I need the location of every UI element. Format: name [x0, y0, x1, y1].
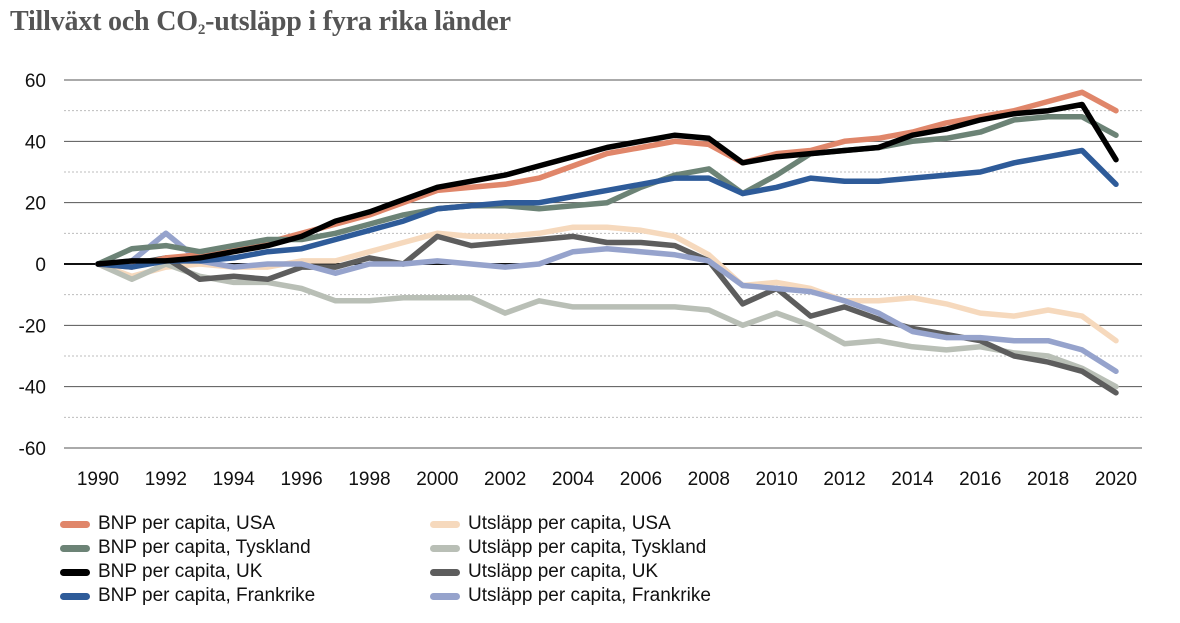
legend-item: BNP per capita, UK [60, 560, 262, 584]
y-tick-label: 20 [25, 194, 46, 215]
legend-swatch [430, 520, 460, 528]
legend-item: Utsläpp per capita, UK [430, 560, 658, 584]
data-series [95, 89, 1119, 396]
x-tick-label: 2004 [552, 469, 595, 490]
chart-title: Tillväxt och CO2-utsläpp i fyra rika län… [10, 6, 511, 39]
title-subscript: 2 [197, 22, 206, 38]
title-rest: -utsläpp i fyra rika länder [205, 6, 511, 37]
series-line [95, 147, 1119, 270]
x-tick-label: 2006 [620, 469, 662, 490]
x-tick-label: 1994 [213, 469, 256, 490]
series-line [95, 89, 1119, 270]
line-chart: 60 40 20 0 -20 -40 -60 1990 1992 1994 1996 1998 200… [19, 71, 1142, 490]
x-tick-label: 2018 [1027, 469, 1069, 490]
y-axis-ticks: 60 40 20 0 -20 -40 -60 [19, 71, 46, 460]
legend-item: BNP per capita, Tyskland [60, 536, 311, 560]
legend-item: Utsläpp per capita, USA [430, 512, 671, 536]
x-tick-label: 2014 [891, 469, 934, 490]
legend-swatch [430, 544, 460, 552]
legend-label: BNP per capita, Frankrike [98, 585, 316, 606]
legend-swatch [60, 520, 90, 528]
legend-label: Utsläpp per capita, Frankrike [468, 585, 711, 606]
series-line [95, 114, 1119, 267]
legend-swatch [430, 592, 460, 600]
title-main: Tillväxt och CO [10, 6, 198, 37]
y-tick-label: -20 [19, 316, 46, 337]
x-tick-label: 1996 [280, 469, 322, 490]
x-tick-label: 1998 [348, 469, 390, 490]
x-axis-ticks: 1990 1992 1994 1996 1998 2000 2002 2004 2006 2008… [77, 469, 1137, 490]
legend-swatch [60, 592, 90, 600]
x-tick-label: 2016 [959, 469, 1001, 490]
legend-item: Utsläpp per capita, Frankrike [430, 584, 711, 608]
x-tick-label: 1990 [77, 469, 119, 490]
legend-label: Utsläpp per capita, UK [468, 561, 659, 582]
series-line [95, 233, 1119, 396]
x-tick-label: 2010 [756, 469, 798, 490]
y-tick-label: -40 [19, 378, 46, 399]
legend-label: Utsläpp per capita, USA [468, 513, 671, 534]
y-tick-label: -60 [19, 439, 46, 460]
legend-item: BNP per capita, Frankrike [60, 584, 315, 608]
series-line [95, 224, 1119, 344]
legend-label: Utsläpp per capita, Tyskland [468, 537, 707, 558]
series-line [95, 230, 1119, 375]
grid-lines [64, 79, 1142, 449]
legend-label: BNP per capita, USA [98, 513, 276, 534]
legend-item: BNP per capita, USA [60, 512, 275, 536]
series-line [95, 101, 1119, 267]
legend-swatch [60, 568, 90, 576]
x-tick-label: 2000 [416, 469, 458, 490]
legend-swatch [60, 544, 90, 552]
x-tick-label: 1992 [145, 469, 187, 490]
x-tick-label: 2012 [823, 469, 865, 490]
x-tick-label: 2020 [1095, 469, 1137, 490]
legend-swatch [430, 568, 460, 576]
legend-item: Utsläpp per capita, Tyskland [430, 536, 706, 560]
x-tick-label: 2008 [688, 469, 730, 490]
x-tick-label: 2002 [484, 469, 526, 490]
y-tick-label: 40 [25, 132, 46, 153]
legend-label: BNP per capita, UK [98, 561, 263, 582]
series-line [95, 261, 1119, 390]
legend-label: BNP per capita, Tyskland [98, 537, 311, 558]
y-tick-label: 0 [35, 255, 46, 276]
y-tick-label: 60 [25, 71, 46, 92]
